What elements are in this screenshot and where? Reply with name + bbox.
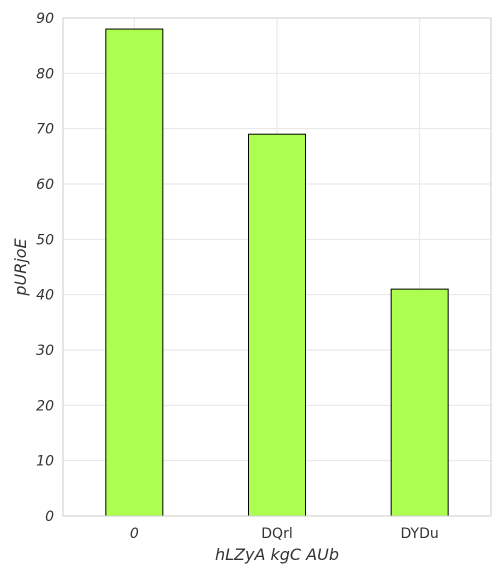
y-tick-label: 90	[36, 11, 54, 27]
y-tick-label: 60	[36, 177, 54, 193]
bars	[105, 28, 449, 517]
x-tick-label: DQrl	[261, 526, 292, 542]
y-tick-label: 80	[36, 66, 54, 82]
y-tick-label: 10	[36, 454, 54, 470]
x-tick-label: DYDu	[401, 526, 439, 542]
y-tick-label: 20	[36, 398, 54, 414]
y-tick-label: 50	[36, 232, 54, 248]
x-tick-label: 0	[130, 526, 139, 542]
y-tick-labels: 0 10 20 30 40 50 60 70 80 90	[36, 11, 54, 525]
x-tick-labels: 0 DQrl DYDu	[130, 526, 439, 542]
bar	[248, 133, 306, 517]
y-tick-label: 70	[36, 122, 54, 138]
y-axis-label: pURjoE	[11, 237, 30, 296]
bar	[105, 28, 164, 517]
x-axis-label: hLZyA kgC AUb	[215, 545, 339, 564]
y-tick-label: 0	[45, 509, 54, 525]
y-tick-label: 40	[36, 288, 54, 304]
y-tick-label: 30	[36, 343, 54, 359]
plot-frame	[62, 17, 492, 517]
bar	[390, 288, 449, 517]
